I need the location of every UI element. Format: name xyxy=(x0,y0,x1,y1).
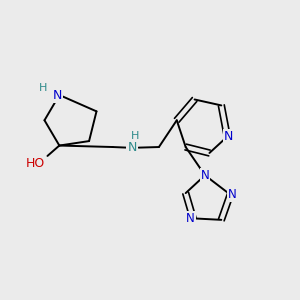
Text: H: H xyxy=(39,82,47,93)
Text: HO: HO xyxy=(26,157,45,170)
Text: H: H xyxy=(131,131,139,141)
Text: N: N xyxy=(128,141,137,154)
Text: N: N xyxy=(228,188,237,201)
Text: N: N xyxy=(186,212,195,225)
Text: N: N xyxy=(52,88,62,101)
Text: N: N xyxy=(201,169,209,182)
Text: N: N xyxy=(224,130,233,143)
